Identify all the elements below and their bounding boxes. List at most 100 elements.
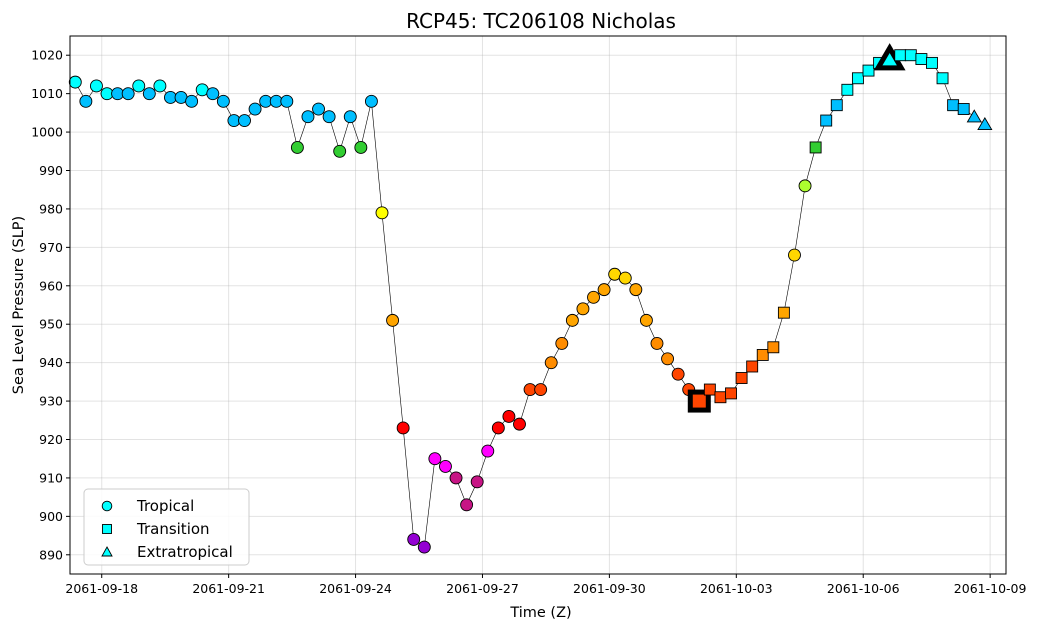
data-point-transition [830,99,843,112]
data-point-transition [904,49,917,62]
data-point-tropical [481,444,495,458]
y-tick-label: 980 [39,201,63,216]
y-tick-label: 900 [39,509,63,524]
x-tick-label: 2061-10-09 [954,581,1027,596]
y-tick-label: 920 [39,432,63,447]
data-point-tropical [470,475,484,489]
legend-label-tropical: Tropical [136,497,194,515]
data-point-tropical [491,421,505,435]
data-point-tropical [142,87,156,101]
data-point-tropical [629,283,643,297]
data-point-tropical [206,87,220,101]
data-point-tropical [343,110,357,124]
data-point-tropical [439,459,452,473]
legend: Tropical Transition Extratropical [83,488,250,566]
y-tick-label: 930 [39,394,63,409]
data-point-transition [809,141,822,154]
data-point-transition [851,72,864,85]
data-point-tropical [364,94,378,108]
y-tick-label: 1010 [31,86,63,101]
plot-frame [69,35,1007,575]
data-point-tropical [280,94,294,108]
data-point-tropical [639,313,653,327]
data-point-tropical [386,313,400,327]
data-point-transition [841,83,854,96]
legend-label-extratropical: Extratropical [137,543,233,561]
x-tick-label: 2061-10-03 [700,581,773,596]
x-tick-label: 2061-09-18 [65,581,138,596]
data-point-transition [767,341,780,354]
x-tick-label: 2061-09-24 [319,581,392,596]
data-point-tropical [544,356,558,370]
data-point-transition [926,56,938,69]
legend-marker-transition [102,524,112,534]
axis-ticks: 890 900 910 920 930 940 950 960 970 980 990 1000 101… [31,48,1026,596]
data-point-transition-highlighted [687,389,711,413]
data-point-extratropical [966,109,982,123]
data-point-tropical [153,79,167,93]
data-point-tropical [798,179,812,193]
data-point-transition [862,64,875,77]
data-point-transition [936,72,949,85]
data-point-tropical [513,417,526,431]
data-point-tropical [597,283,611,297]
data-point-transition [820,114,833,127]
data-point-transition [915,53,928,66]
y-tick-label: 960 [39,278,63,293]
data-point-tropical [460,498,474,512]
x-axis-label: Time (Z) [509,605,571,621]
data-point-tropical [333,144,347,158]
legend-marker-tropical [101,500,113,512]
data-point-tropical [79,94,93,108]
data-point-extratropical [977,116,993,131]
y-axis-label: Sea Level Pressure (SLP) [11,216,27,394]
y-tick-label: 950 [39,317,63,332]
data-point-tropical [238,114,251,127]
legend-marker-extratropical [101,546,113,557]
y-tick-label: 1000 [31,125,63,140]
data-point-transition [714,391,727,404]
data-point-tropical [216,94,230,108]
data-point-tropical [587,290,600,304]
data-point-tropical [661,352,675,366]
data-point-tropical [248,102,262,116]
data-point-tropical [417,540,431,554]
y-tick-label: 990 [39,163,63,178]
data-point-tropical [555,336,569,350]
data-point-transition [703,383,716,396]
data-point-tropical [322,110,336,124]
data-point-tropical [396,421,410,435]
data-series [68,43,993,554]
data-point-tropical [301,110,315,124]
y-tick-label: 910 [39,470,63,485]
legend-label-transition: Transition [136,520,210,538]
data-point-tropical [428,452,442,466]
data-point-tropical [788,248,801,262]
y-tick-label: 970 [39,240,63,255]
data-point-tropical [354,140,368,154]
track-line [75,54,985,548]
data-point-transition [725,387,737,400]
legend-box [83,488,250,566]
data-point-tropical [132,79,146,93]
data-point-tropical [407,532,421,546]
data-point-tropical [89,79,103,93]
y-tick-label: 890 [39,547,63,562]
data-point-tropical [449,471,463,485]
x-tick-label: 2061-10-06 [827,581,900,596]
y-tick-label: 940 [39,355,63,370]
data-point-tropical [121,87,135,101]
data-point-tropical [565,313,579,327]
data-point-tropical [576,302,590,316]
data-point-transition [735,372,748,384]
data-point-tropical [502,409,516,423]
x-tick-label: 2061-09-21 [192,581,265,596]
y-tick-label: 1020 [31,48,63,63]
data-point-tropical [290,140,304,154]
data-point-transition [746,360,759,373]
data-point-transition [756,349,769,361]
chart-title: RCP45: TC206108 Nicholas [406,9,676,33]
data-point-tropical [650,336,664,350]
data-point-transition [777,306,790,319]
data-point-tropical [618,271,632,285]
